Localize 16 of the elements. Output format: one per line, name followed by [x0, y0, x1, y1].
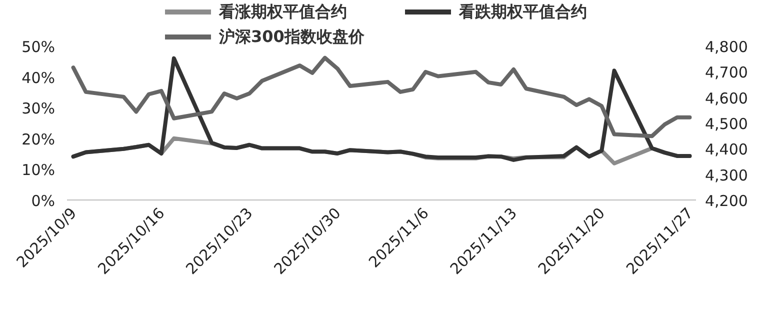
y2-tick-label: 4,500	[705, 115, 748, 133]
y-tick-label: 10%	[22, 161, 55, 180]
y2-tick-label: 4,700	[705, 64, 748, 82]
legend-label: 看涨期权平值合约	[218, 2, 347, 21]
y2-tick-label: 4,200	[705, 192, 748, 210]
y2-tick-label: 4,600	[705, 89, 748, 108]
y2-tick-label: 4,300	[705, 166, 748, 184]
y-tick-label: 0%	[31, 192, 55, 210]
y-tick-label: 40%	[22, 68, 55, 87]
y2-tick-label: 4,400	[705, 140, 748, 159]
y2-tick-label: 4,800	[705, 38, 748, 56]
legend-label: 看跌期权平值合约	[458, 2, 587, 21]
legend-label: 沪深300指数收盘价	[218, 27, 366, 46]
y-tick-label: 20%	[22, 130, 55, 148]
y-tick-label: 30%	[22, 100, 55, 118]
y-tick-label: 50%	[22, 38, 55, 56]
